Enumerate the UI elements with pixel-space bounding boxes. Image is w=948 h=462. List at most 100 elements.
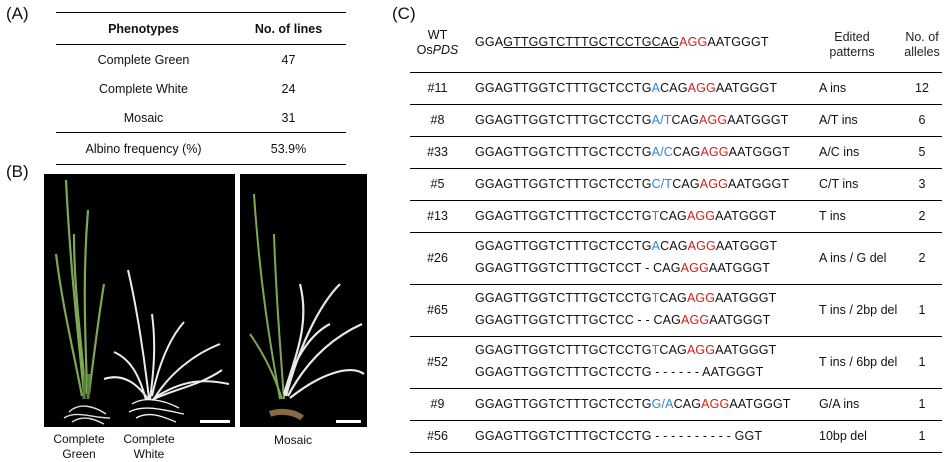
seq-segment: AATGGGT <box>727 112 789 127</box>
line-id: #33 <box>427 144 448 159</box>
seq-insertion: A <box>651 80 661 95</box>
seq-segment: CAG <box>671 112 700 127</box>
line-id: #65 <box>427 302 448 317</box>
table-row: #5 GGAGTTGGTCTTTGCTCCTGC/TCAGAGGAATGGGT C/… <box>410 169 942 201</box>
line-id: #8 <box>430 112 445 127</box>
green-seedling <box>54 179 106 397</box>
seq-segment: GGAGTTGGTCTTTGCTCCTG <box>475 208 652 223</box>
allele-sequence: GGAGTTGGTCTTTGCTCCTGACAGAGGAATGGGT <box>475 239 777 253</box>
seq-segment: AATGGGT <box>715 80 778 95</box>
table-row: Mosaic 31 <box>56 103 346 132</box>
edited-pattern: T ins <box>819 208 846 223</box>
seedling-photo-green-white <box>44 174 235 427</box>
allele-sequence: GGAGTTGGTCTTTGCTCCTG - - - - - - AATGGGT <box>475 365 763 379</box>
table-row: #65 GGAGTTGGTCTTTGCTCCTGTCAGAGGAATGGGT GGA… <box>410 285 942 337</box>
allele-count: 1 <box>918 428 926 443</box>
allele-sequence: GGAGTTGGTCTTTGCTCCTGG/ACAGAGGAATGGGT <box>475 397 791 411</box>
wt-label: WT OsPDS <box>410 28 465 58</box>
scale-bar <box>200 420 230 423</box>
line-id: #13 <box>427 208 448 223</box>
seq-segment: CAG <box>653 313 681 327</box>
wt-sequence: GGAGTTGGTCTTTGCTCCTGCAGAGGAATGGGT <box>475 35 769 49</box>
seq-segment: GGAGTTGGTCTTTGCTCCTG <box>475 239 652 253</box>
seedling-photo-mosaic <box>240 174 367 427</box>
seq-pam-segment: AGG <box>686 208 716 223</box>
edited-pattern: T ins / 2bp del <box>819 302 898 317</box>
seq-segment: GGAGTTGGTCTTTGCTCCTG <box>475 291 652 305</box>
seq-pam-segment: AGG <box>680 261 709 275</box>
seq-segment: CAG <box>659 208 687 223</box>
seq-segment: GGAGTTGGTCTTTGCTCCT - <box>475 261 654 275</box>
seq-pam-segment: AGG <box>701 396 730 411</box>
seq-insertion: A/C <box>651 144 673 159</box>
edited-patterns-header: WT OsPDS GGAGTTGGTCTTTGCTCCTGCAGAGGAATGG… <box>410 10 942 73</box>
seq-segment: AATGGGT <box>715 239 778 253</box>
mosaic-seedling-illustration <box>249 193 365 421</box>
table-row: #11 GGAGTTGGTCTTTGCTCCTGACAGAGGAATGGGT A i… <box>410 73 942 105</box>
header-line: alleles <box>904 45 940 59</box>
seq-segment: CAG <box>659 343 687 357</box>
seq-insertion: T <box>651 208 660 223</box>
phenotype-table: Phenotypes No. of lines Complete Green 4… <box>56 12 346 165</box>
seq-pam-segment: AGG <box>700 144 729 159</box>
allele-count: 12 <box>915 80 929 95</box>
seq-segment: GGA <box>475 35 504 49</box>
albino-seedling <box>103 269 230 401</box>
line-id: #9 <box>430 396 445 411</box>
table-row: #56 GGAGTTGGTCTTTGCTCCTG - - - - - - - - … <box>410 421 942 453</box>
edited-pattern: A ins <box>819 80 847 95</box>
allele-count: 6 <box>918 112 926 127</box>
seq-segment: AATGGGT <box>715 291 777 305</box>
seq-insertion: A/T <box>651 112 672 127</box>
edited-pattern: A ins / G del <box>819 250 887 265</box>
caption-mosaic: Mosaic <box>273 433 312 447</box>
seq-pam-segment: AGG <box>679 35 708 49</box>
line-id: #11 <box>427 80 448 95</box>
seq-segment: GGAGTTGGTCTTTGCTCC - - <box>475 313 654 327</box>
seq-segment: GGAGTTGGTCTTTGCTCCTG <box>475 144 652 159</box>
caption-line: White <box>133 447 165 461</box>
edited-pattern: T ins / 6bp del <box>819 354 898 369</box>
phenotype-cell: Complete White <box>99 81 188 96</box>
seq-segment: CAG <box>660 239 688 253</box>
table-row: #33 GGAGTTGGTCTTTGCTCCTGA/CCAGAGGAATGGGT A… <box>410 137 942 169</box>
seq-segment: AATGGGT <box>729 396 791 411</box>
wt-species-prefix: Os <box>416 43 433 57</box>
table-row: #8 GGAGTTGGTCTTTGCTCCTGA/TCAGAGGAATGGGT A/… <box>410 105 942 137</box>
seq-segment: AATGGGT <box>707 35 769 49</box>
seq-segment: AATGGGT <box>727 176 790 191</box>
header-edited-patterns: Edited patterns <box>828 30 876 60</box>
allele-sequence: GGAGTTGGTCTTTGCTCCTGC/TCAGAGGAATGGGT <box>475 177 789 191</box>
table-row: #9 GGAGTTGGTCTTTGCTCCTGG/ACAGAGGAATGGGT G/… <box>410 389 942 421</box>
albino-frequency-value: 53.9% <box>270 141 307 156</box>
panel-label-b: (B) <box>6 162 29 181</box>
edited-pattern: C/T ins <box>819 176 859 191</box>
allele-sequence: GGAGTTGGTCTTTGCTCCTGACAGAGGAATGGGT <box>475 81 777 95</box>
wt-label-line: OsPDS <box>410 43 465 58</box>
line-id: #26 <box>427 250 448 265</box>
seq-segment: AATGGGT <box>728 144 790 159</box>
allele-count: 1 <box>918 396 926 411</box>
phenotype-table-header: Phenotypes No. of lines <box>56 12 346 45</box>
table-row: Complete Green 47 <box>56 45 346 74</box>
edited-patterns-table: WT OsPDS GGAGTTGGTCTTTGCTCCTGCAGAGGAATGG… <box>410 10 942 453</box>
allele-sequence: GGAGTTGGTCTTTGCTCCTG - - - - - - - - - -… <box>475 429 762 443</box>
panel-label-a: (A) <box>6 4 29 23</box>
seq-insertion: C/T <box>651 176 673 191</box>
header-phenotypes: Phenotypes <box>108 21 179 36</box>
seq-segment: GGAGTTGGTCTTTGCTCCTG <box>475 343 652 357</box>
header-line: No. of <box>905 30 939 44</box>
seedling-illustration <box>54 179 230 425</box>
seq-segment: CAG <box>673 396 702 411</box>
allele-sequence: GGAGTTGGTCTTTGCTCCT - CAGAGGAATGGGT <box>475 261 770 275</box>
lines-cell: 47 <box>281 52 296 67</box>
seq-segment: GGAGTTGGTCTTTGCTCCTG <box>475 112 652 127</box>
table-row: #13 GGAGTTGGTCTTTGCTCCTGTCAGAGGAATGGGT T i… <box>410 201 942 233</box>
line-id: #5 <box>430 176 445 191</box>
seq-segment: AATGGGT <box>708 261 771 275</box>
scale-bar <box>336 420 361 423</box>
seq-pam-segment: AGG <box>686 291 716 305</box>
seq-segment: GGAGTTGGTCTTTGCTCCTG <box>475 176 652 191</box>
allele-count: 2 <box>918 250 926 265</box>
edited-pattern: A/C ins <box>819 144 860 159</box>
